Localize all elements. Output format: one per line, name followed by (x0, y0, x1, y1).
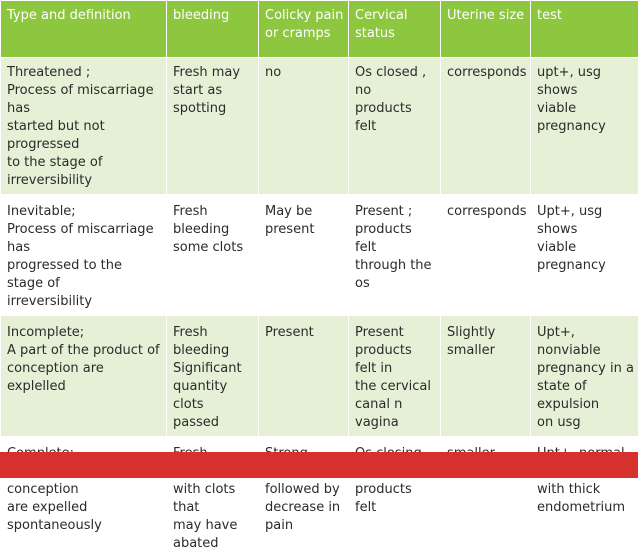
slide: Type and definition bleeding Colicky pai… (0, 0, 638, 478)
accent-bar (0, 452, 638, 478)
table-row: Threatened ; Process of miscarriage has … (1, 58, 638, 195)
header-colicky: Colicky pain or cramps (259, 1, 349, 58)
table-row: Incomplete; A part of the product of con… (1, 316, 638, 437)
cell-cervical: Os closed , no products felt (349, 58, 441, 195)
cell-uterine: Slightly smaller (441, 316, 531, 437)
cell-test: upt+, usg shows viable pregnancy (531, 58, 638, 195)
cell-type: Incomplete; A part of the product of con… (1, 316, 167, 437)
header-bleeding: bleeding (167, 1, 259, 58)
cell-type: Threatened ; Process of miscarriage has … (1, 58, 167, 195)
cell-test: Upt+, usg shows viable pregnancy (531, 195, 638, 316)
cell-colicky: May be present (259, 195, 349, 316)
cell-bleeding: Fresh may start as spotting (167, 58, 259, 195)
cell-cervical: Present ; products felt through the os (349, 195, 441, 316)
cell-cervical: Present products felt in the cervical ca… (349, 316, 441, 437)
header-row: Type and definition bleeding Colicky pai… (1, 1, 638, 58)
cell-type: Inevitable; Process of miscarriage has p… (1, 195, 167, 316)
header-test: test (531, 1, 638, 58)
cell-uterine: corresponds (441, 195, 531, 316)
cell-colicky: Present (259, 316, 349, 437)
table-row: Inevitable; Process of miscarriage has p… (1, 195, 638, 316)
cell-colicky: no (259, 58, 349, 195)
cell-bleeding: Fresh bleeding Significant quantity clot… (167, 316, 259, 437)
header-uterine: Uterine size (441, 1, 531, 58)
cell-bleeding: Fresh bleeding some clots (167, 195, 259, 316)
header-type: Type and definition (1, 1, 167, 58)
cell-test: Upt+, nonviable pregnancy in a state of … (531, 316, 638, 437)
header-cervical: Cervical status (349, 1, 441, 58)
cell-uterine: corresponds (441, 58, 531, 195)
